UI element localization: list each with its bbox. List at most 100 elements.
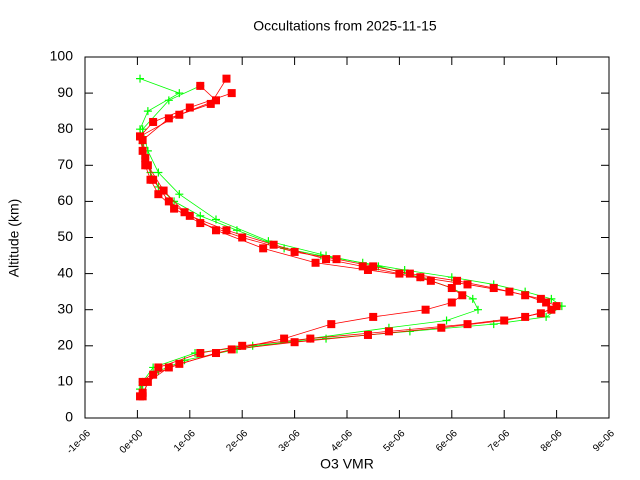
marker (138, 125, 147, 134)
marker (164, 197, 173, 206)
marker (468, 294, 477, 303)
x-tick-label: 7e-06 (486, 428, 512, 454)
marker (363, 330, 372, 339)
x-axis-label: O3 VMR (320, 456, 374, 472)
y-tick-label: 60 (57, 192, 73, 208)
x-tick-label: 3e-06 (277, 428, 303, 454)
marker (369, 262, 378, 271)
marker (458, 291, 467, 300)
y-tick-label: 20 (57, 337, 73, 353)
marker (196, 81, 205, 90)
marker (232, 226, 241, 235)
marker (437, 323, 446, 332)
marker (196, 349, 205, 358)
marker (175, 190, 184, 199)
marker (143, 107, 152, 116)
x-tick-label: -1e-06 (65, 428, 94, 457)
marker (141, 154, 150, 163)
marker (416, 273, 425, 282)
marker (196, 211, 205, 220)
marker (463, 280, 472, 289)
marker (363, 265, 372, 274)
marker (505, 287, 514, 296)
marker (421, 305, 430, 314)
profile-line (139, 78, 563, 390)
profile-line (139, 85, 463, 397)
marker (136, 74, 145, 83)
marker (154, 168, 163, 177)
marker (259, 244, 268, 253)
marker (206, 99, 215, 108)
marker (154, 190, 163, 199)
marker (238, 341, 247, 350)
marker (175, 359, 184, 368)
marker (138, 146, 147, 155)
marker (521, 312, 530, 321)
marker (238, 233, 247, 242)
marker (369, 312, 378, 321)
marker (384, 327, 393, 336)
marker (489, 284, 498, 293)
y-tick-label: 40 (57, 264, 73, 280)
y-tick-label: 90 (57, 84, 73, 100)
marker (453, 276, 462, 285)
x-tick-label: 2e-06 (224, 428, 250, 454)
marker (222, 74, 231, 83)
marker (227, 89, 236, 98)
x-tick-label: 1e-06 (172, 428, 198, 454)
marker (269, 240, 278, 249)
marker (442, 316, 451, 325)
marker (332, 255, 341, 264)
marker (358, 262, 367, 271)
marker (164, 363, 173, 372)
marker (212, 96, 220, 105)
marker (149, 117, 158, 126)
marker (180, 208, 189, 217)
y-tick-label: 80 (57, 120, 73, 136)
marker (222, 226, 231, 235)
x-tick-label: 4e-06 (329, 428, 355, 454)
x-tick-label: 8e-06 (539, 428, 565, 454)
marker (536, 309, 545, 318)
y-tick-label: 50 (57, 228, 73, 244)
marker (395, 269, 404, 278)
marker (149, 175, 158, 184)
marker (311, 258, 320, 267)
marker (552, 302, 561, 311)
y-tick-label: 10 (57, 373, 73, 389)
x-tick-label: 0e+00 (118, 428, 146, 456)
marker (138, 377, 147, 386)
y-tick-label: 70 (57, 156, 73, 172)
marker (306, 334, 315, 343)
marker (447, 298, 456, 307)
marker (196, 219, 205, 228)
marker (500, 316, 509, 325)
y-tick-label: 0 (65, 409, 73, 425)
marker (212, 215, 220, 224)
marker (159, 186, 168, 195)
marker (290, 247, 299, 256)
marker (322, 255, 331, 264)
marker (290, 338, 299, 347)
marker (164, 96, 173, 105)
y-tick-label: 30 (57, 300, 73, 316)
marker (170, 204, 179, 213)
marker (143, 161, 152, 170)
marker (447, 284, 456, 293)
marker (154, 363, 163, 372)
marker (164, 114, 173, 123)
marker (149, 370, 158, 379)
y-axis-label: Altitude (km) (6, 199, 22, 278)
marker (227, 345, 236, 354)
marker (138, 388, 147, 397)
y-tick-label: 100 (50, 48, 74, 64)
marker (138, 136, 147, 145)
marker (185, 211, 194, 220)
marker (327, 320, 336, 329)
x-tick-label: 5e-06 (382, 428, 408, 454)
profile-line (142, 78, 558, 393)
marker (547, 305, 556, 314)
marker (185, 103, 194, 112)
